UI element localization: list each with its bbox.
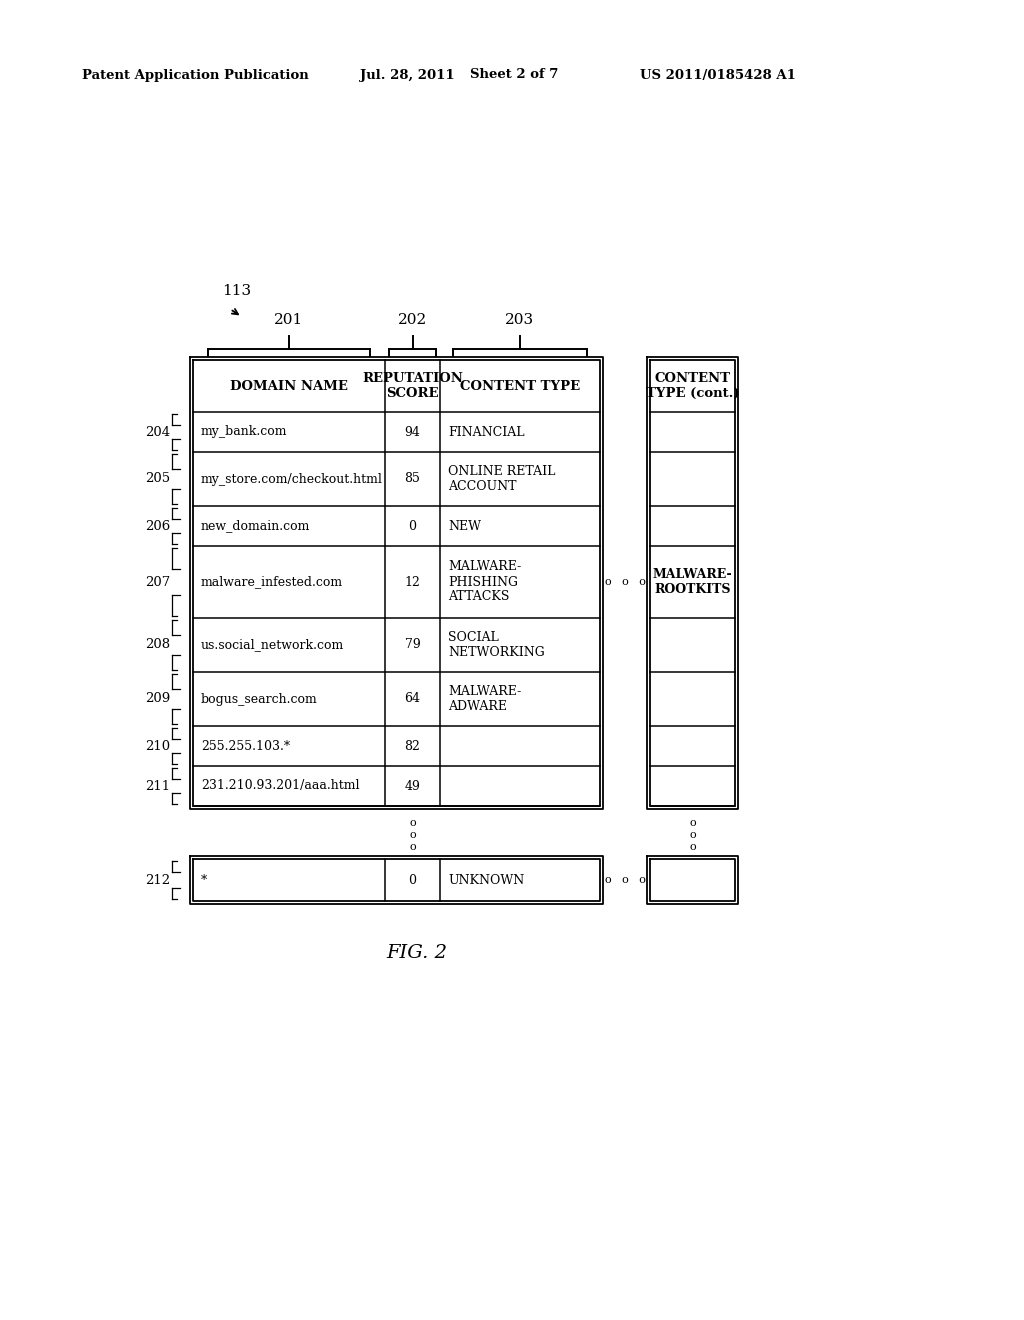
Text: 49: 49 <box>404 780 421 792</box>
Text: US 2011/0185428 A1: US 2011/0185428 A1 <box>640 69 796 82</box>
Text: o: o <box>689 830 696 840</box>
Text: 79: 79 <box>404 639 421 652</box>
Text: o: o <box>689 842 696 851</box>
Text: 208: 208 <box>144 639 170 652</box>
Text: o: o <box>689 818 696 828</box>
Text: 231.210.93.201/aaa.html: 231.210.93.201/aaa.html <box>201 780 359 792</box>
Text: 203: 203 <box>506 313 535 327</box>
Text: 113: 113 <box>222 284 251 298</box>
Text: Jul. 28, 2011: Jul. 28, 2011 <box>360 69 455 82</box>
Text: malware_infested.com: malware_infested.com <box>201 576 343 589</box>
Text: CONTENT TYPE: CONTENT TYPE <box>460 380 580 392</box>
Text: o   o   o: o o o <box>604 577 645 587</box>
Text: DOMAIN NAME: DOMAIN NAME <box>230 380 348 392</box>
Text: o: o <box>410 830 416 840</box>
Text: CONTENT
TYPE (cont.): CONTENT TYPE (cont.) <box>646 372 739 400</box>
Text: my_bank.com: my_bank.com <box>201 425 288 438</box>
Text: 205: 205 <box>144 473 170 486</box>
Text: 255.255.103.*: 255.255.103.* <box>201 739 290 752</box>
Text: 94: 94 <box>404 425 421 438</box>
Text: o: o <box>410 842 416 851</box>
Text: MALWARE-
ROOTKITS: MALWARE- ROOTKITS <box>652 568 732 597</box>
Text: 82: 82 <box>404 739 421 752</box>
Text: REPUTATION
SCORE: REPUTATION SCORE <box>362 372 463 400</box>
Text: 202: 202 <box>398 313 427 327</box>
Text: 85: 85 <box>404 473 421 486</box>
Text: SOCIAL
NETWORKING: SOCIAL NETWORKING <box>449 631 545 659</box>
Text: 209: 209 <box>144 693 170 705</box>
Text: UNKNOWN: UNKNOWN <box>449 874 524 887</box>
Text: bogus_search.com: bogus_search.com <box>201 693 317 705</box>
Text: 212: 212 <box>144 874 170 887</box>
Text: 0: 0 <box>409 874 417 887</box>
Text: FINANCIAL: FINANCIAL <box>449 425 524 438</box>
Text: 201: 201 <box>274 313 304 327</box>
Text: ONLINE RETAIL
ACCOUNT: ONLINE RETAIL ACCOUNT <box>449 465 555 492</box>
Text: Patent Application Publication: Patent Application Publication <box>82 69 309 82</box>
Text: NEW: NEW <box>449 520 481 532</box>
Text: FIG. 2: FIG. 2 <box>386 944 447 962</box>
Text: o: o <box>410 818 416 828</box>
Text: 211: 211 <box>144 780 170 792</box>
Text: MALWARE-
PHISHING
ATTACKS: MALWARE- PHISHING ATTACKS <box>449 561 521 603</box>
Text: 12: 12 <box>404 576 421 589</box>
Text: 64: 64 <box>404 693 421 705</box>
Text: o   o   o: o o o <box>604 875 645 884</box>
Text: us.social_network.com: us.social_network.com <box>201 639 344 652</box>
Text: 210: 210 <box>144 739 170 752</box>
Text: my_store.com/checkout.html: my_store.com/checkout.html <box>201 473 383 486</box>
Text: 206: 206 <box>144 520 170 532</box>
Text: 207: 207 <box>144 576 170 589</box>
Text: *: * <box>201 874 207 887</box>
Text: new_domain.com: new_domain.com <box>201 520 310 532</box>
Text: MALWARE-
ADWARE: MALWARE- ADWARE <box>449 685 521 713</box>
Text: 204: 204 <box>144 425 170 438</box>
Text: 0: 0 <box>409 520 417 532</box>
Text: Sheet 2 of 7: Sheet 2 of 7 <box>470 69 558 82</box>
